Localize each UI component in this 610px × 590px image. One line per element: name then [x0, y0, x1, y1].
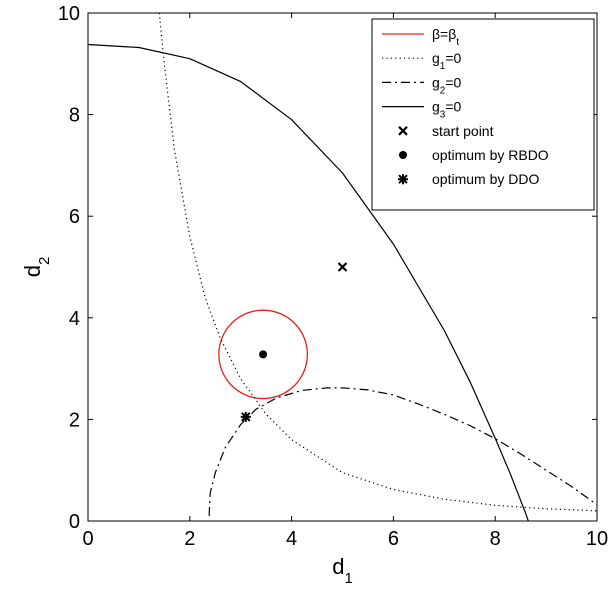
x-tick-label: 2	[184, 528, 195, 550]
y-tick-label: 2	[69, 409, 80, 431]
legend-label: optimum by DDO	[432, 171, 539, 187]
legend-swatch	[398, 174, 408, 185]
series-g-2-0-line	[208, 387, 597, 516]
x-tick-label: 8	[490, 528, 501, 550]
legend-label: g1=0	[432, 50, 462, 71]
ddo-optimum-marker	[240, 411, 251, 422]
legend-label: g2=0	[432, 74, 462, 96]
series-g-1-0-line	[158, 13, 597, 512]
legend-box	[371, 18, 595, 211]
x-axis-label: d1	[332, 554, 353, 587]
legend-label: g3=0	[432, 99, 462, 121]
legend-swatch	[398, 126, 408, 136]
legend-swatch	[399, 151, 407, 159]
legend-label: β=βt	[432, 26, 459, 48]
x-tick-label: 4	[286, 528, 297, 550]
series-group	[88, 13, 597, 521]
legend-label: optimum by RBDO	[432, 147, 549, 163]
axes: 0 2 4 6 8 10 0 2 4 6 8 10 d1 d2	[20, 3, 608, 587]
y-tick-label: 10	[58, 3, 80, 25]
start-point-marker	[337, 262, 348, 272]
y-tick-label: 6	[69, 206, 80, 228]
x-tick-label: 0	[82, 528, 93, 550]
series-g-3-0-line	[88, 43, 529, 521]
y-tick-label: 8	[69, 105, 80, 127]
reliability-circle	[218, 309, 309, 400]
plot-area	[88, 13, 597, 521]
y-tick-label: 0	[69, 511, 80, 533]
y-tick-label: 4	[69, 308, 80, 330]
x-tick-label: 6	[388, 528, 399, 550]
rbdo-optimum-marker	[259, 350, 268, 359]
y-axis-label: d2	[20, 257, 53, 278]
axes-box	[87, 12, 598, 522]
x-tick-label: 10	[586, 528, 608, 550]
legend-label: start point	[432, 123, 494, 139]
